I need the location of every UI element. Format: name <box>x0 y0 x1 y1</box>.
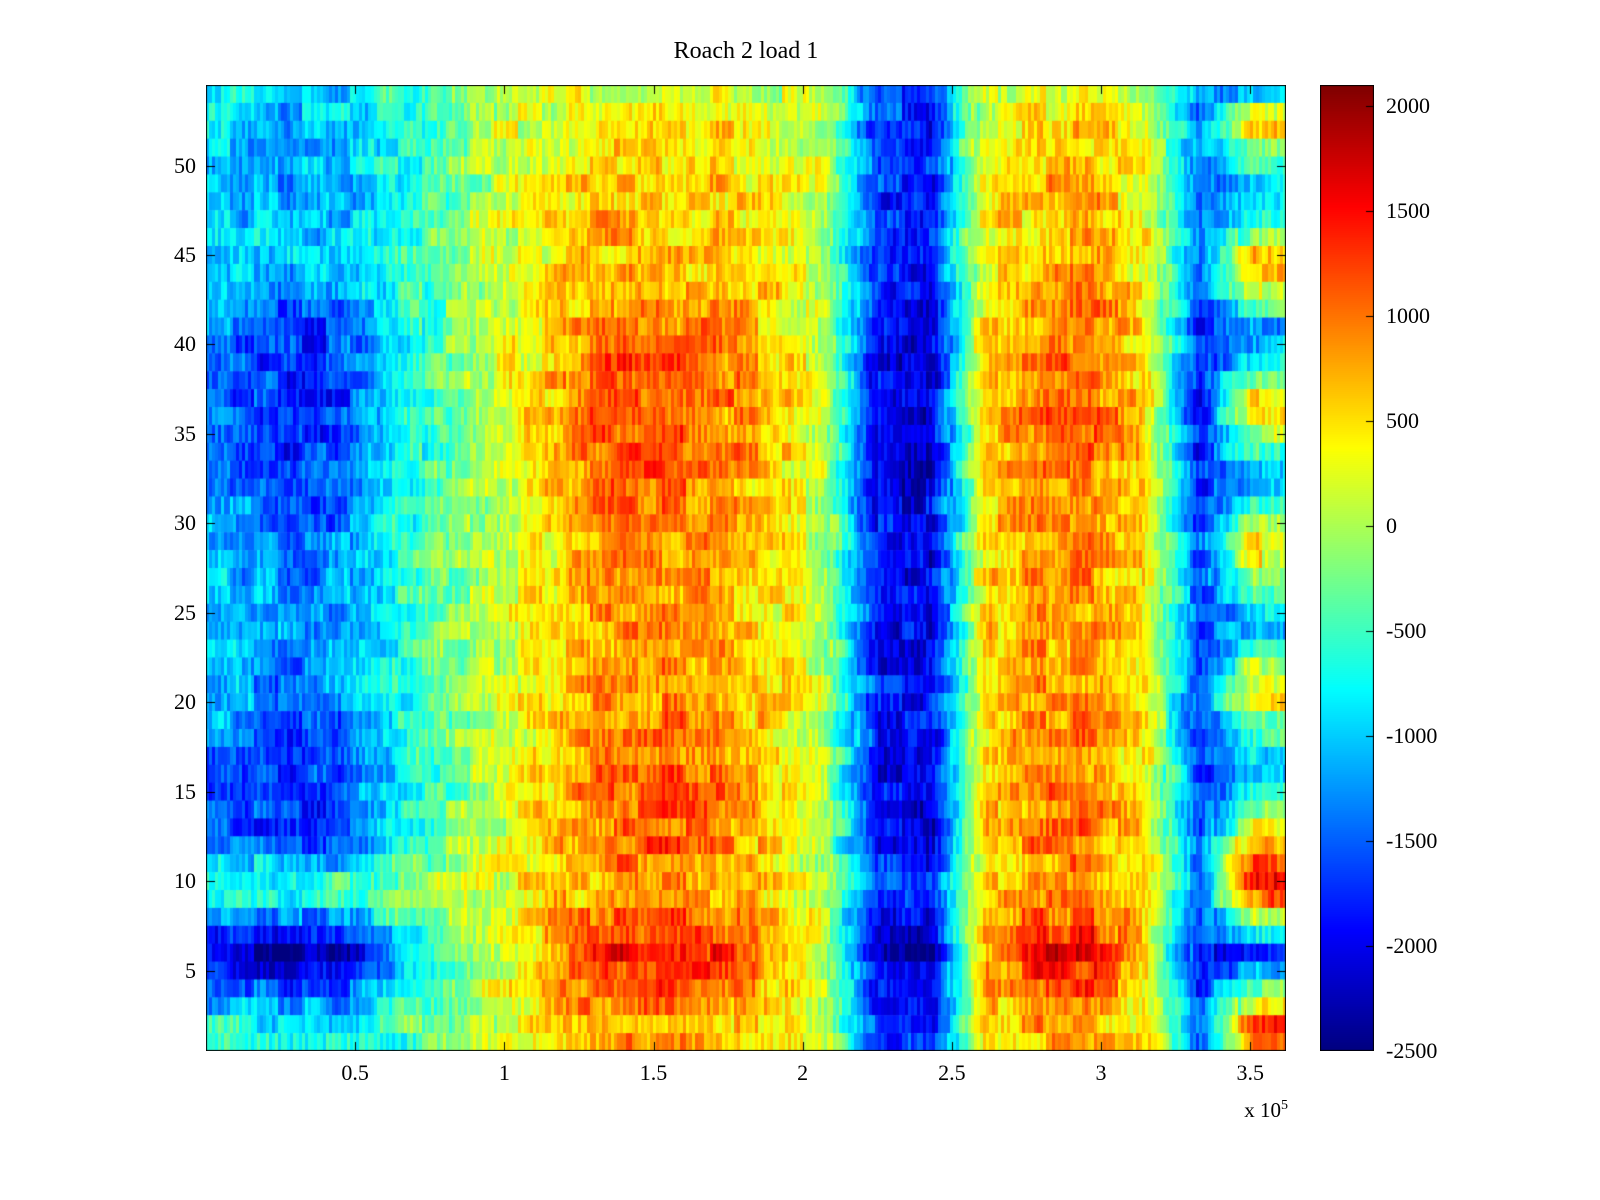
y-tick-label: 30 <box>174 510 196 536</box>
y-tick-label: 15 <box>174 778 196 804</box>
colorbar-tick-label: -2000 <box>1386 933 1438 958</box>
heatmap-canvas <box>206 85 1286 1051</box>
colorbar-tick-label: -1000 <box>1386 723 1438 748</box>
x-tick-label: 2 <box>797 1060 809 1085</box>
y-tick-label: 50 <box>174 152 196 178</box>
x-axis-exponent-base: x 10 <box>1244 1098 1281 1122</box>
x-tick-label: 3.5 <box>1236 1060 1264 1085</box>
x-tick-label: 1.5 <box>639 1060 668 1085</box>
chart-title: Roach 2 load 1 <box>673 38 819 64</box>
colorbar-tick-label: 1000 <box>1386 303 1430 328</box>
x-tick-label: 2.5 <box>938 1060 966 1085</box>
y-tick-label: 20 <box>174 689 196 715</box>
colorbar-tick-label: 0 <box>1386 513 1397 538</box>
y-tick-label: 35 <box>174 420 196 446</box>
x-axis-exponent-power: 5 <box>1281 1098 1288 1113</box>
colorbar-tick-label: -1500 <box>1386 828 1438 853</box>
colorbar-canvas <box>1320 85 1374 1051</box>
colorbar-tick-label: 1500 <box>1386 198 1430 223</box>
x-axis-exponent-label: x 105 <box>1200 1098 1288 1123</box>
colorbar-tick-label: 2000 <box>1386 93 1430 118</box>
y-tick-label: 25 <box>174 599 196 625</box>
x-tick-label: 0.5 <box>341 1060 369 1085</box>
y-tick-label: 40 <box>174 331 196 357</box>
y-tick-label: 45 <box>174 241 196 267</box>
colorbar-tick-label: -500 <box>1386 618 1427 643</box>
x-tick-label: 3 <box>1095 1060 1107 1085</box>
y-tick-label: 5 <box>185 957 196 983</box>
y-tick-label: 10 <box>174 868 196 894</box>
x-tick-label: 1 <box>498 1060 510 1085</box>
colorbar-tick-label: -2500 <box>1386 1038 1438 1063</box>
colorbar-tick-label: 500 <box>1386 408 1419 433</box>
